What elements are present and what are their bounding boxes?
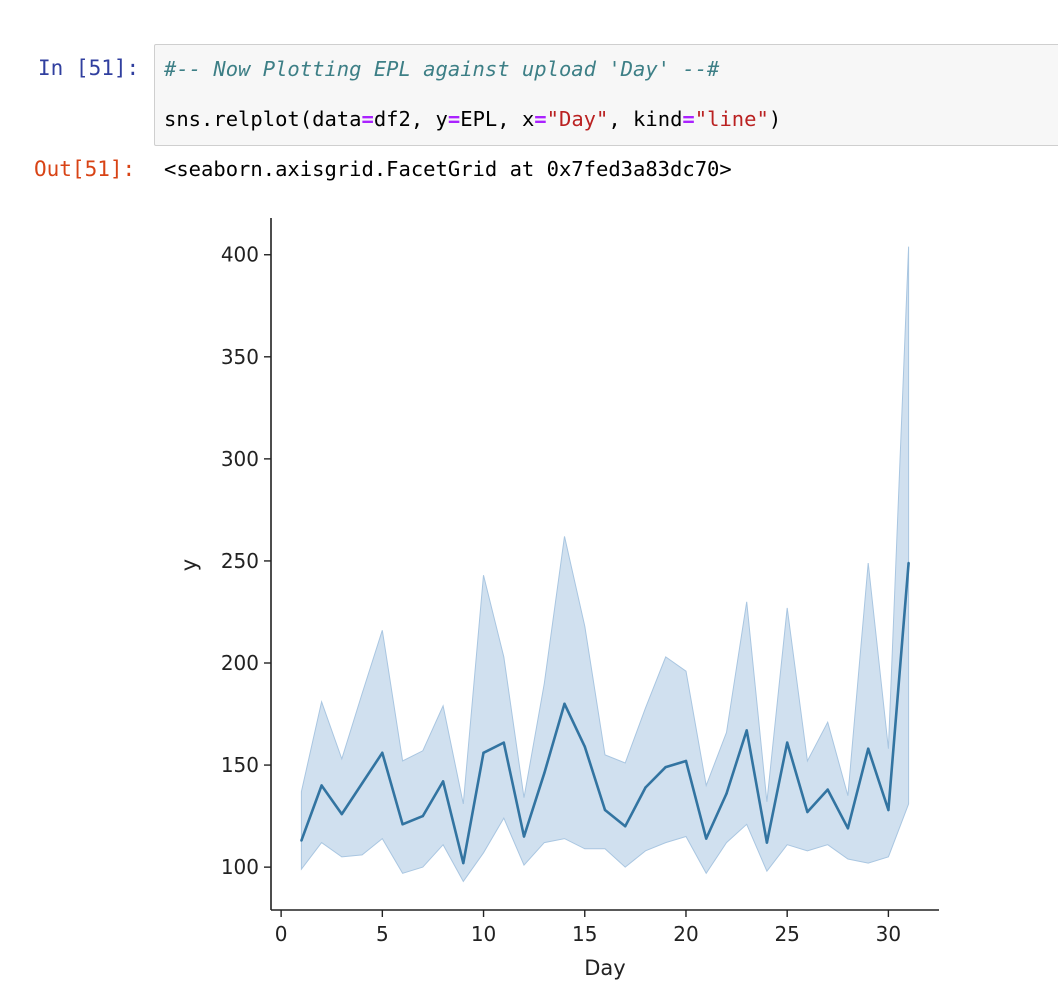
code-input-cell[interactable]: #-- Now Plotting EPL against upload 'Day…: [154, 44, 1058, 146]
x-tick-label: 15: [572, 922, 597, 946]
code-token: sns.relplot(data: [164, 107, 362, 131]
code-call-line: sns.relplot(data=df2, y=EPL, x="Day", ki…: [164, 107, 781, 131]
data-point: [522, 835, 526, 838]
y-tick-label: 350: [221, 345, 259, 369]
data-point: [502, 741, 505, 744]
data-point: [300, 839, 303, 842]
data-point: [846, 827, 850, 830]
data-point: [543, 772, 546, 775]
data-point: [765, 841, 769, 844]
data-point: [482, 751, 485, 754]
data-point: [887, 808, 890, 812]
data-point: [806, 810, 809, 814]
y-tick-label: 300: [221, 447, 259, 471]
data-point: [603, 808, 607, 812]
data-point: [826, 788, 829, 791]
data-point: [745, 729, 748, 732]
output-prompt: Out[51]:: [34, 157, 136, 181]
code-token: ): [768, 107, 782, 131]
code-token: , kind: [608, 107, 683, 131]
input-prompt: In [51]:: [38, 56, 140, 80]
data-point: [725, 792, 728, 795]
data-point: [401, 823, 404, 826]
data-point: [563, 702, 566, 705]
data-point: [786, 741, 789, 744]
data-point: [705, 837, 708, 840]
code-token: df2, y: [373, 107, 448, 131]
data-point: [462, 861, 465, 865]
x-axis-title: Day: [584, 956, 625, 980]
y-tick-label: 100: [221, 855, 259, 879]
y-tick-label: 150: [221, 753, 259, 777]
x-tick-label: 5: [376, 922, 389, 946]
data-point: [907, 561, 910, 565]
y-tick-label: 250: [221, 549, 259, 573]
output-text: <seaborn.axisgrid.FacetGrid at 0x7fed3a8…: [164, 157, 732, 181]
data-point: [664, 765, 667, 769]
code-string: "Day": [546, 107, 609, 131]
data-point: [320, 784, 323, 787]
data-point: [624, 825, 627, 828]
x-tick-label: 20: [673, 922, 698, 946]
data-point: [381, 751, 384, 754]
data-point: [583, 745, 586, 748]
y-axis-title: y: [177, 559, 201, 571]
data-point: [441, 780, 445, 783]
data-point: [644, 786, 647, 789]
data-point: [360, 782, 364, 785]
code-operator: =: [534, 107, 547, 131]
x-tick-label: 10: [471, 922, 496, 946]
data-point: [867, 747, 870, 750]
code-comment-line: #-- Now Plotting EPL against upload 'Day…: [164, 57, 720, 81]
data-point: [421, 814, 424, 818]
x-tick-label: 0: [275, 922, 288, 946]
x-tick-label: 25: [774, 922, 799, 946]
code-token: EPL, x: [460, 107, 535, 131]
code-operator: =: [361, 107, 374, 131]
code-operator: =: [682, 107, 695, 131]
code-operator: =: [447, 107, 461, 131]
x-tick-label: 30: [876, 922, 901, 946]
y-tick-label: 200: [221, 651, 259, 675]
confidence-band: [300, 246, 910, 883]
code-string: "line": [694, 107, 769, 131]
y-tick-label: 400: [221, 243, 259, 267]
data-point: [684, 759, 688, 763]
data-point: [340, 812, 343, 816]
